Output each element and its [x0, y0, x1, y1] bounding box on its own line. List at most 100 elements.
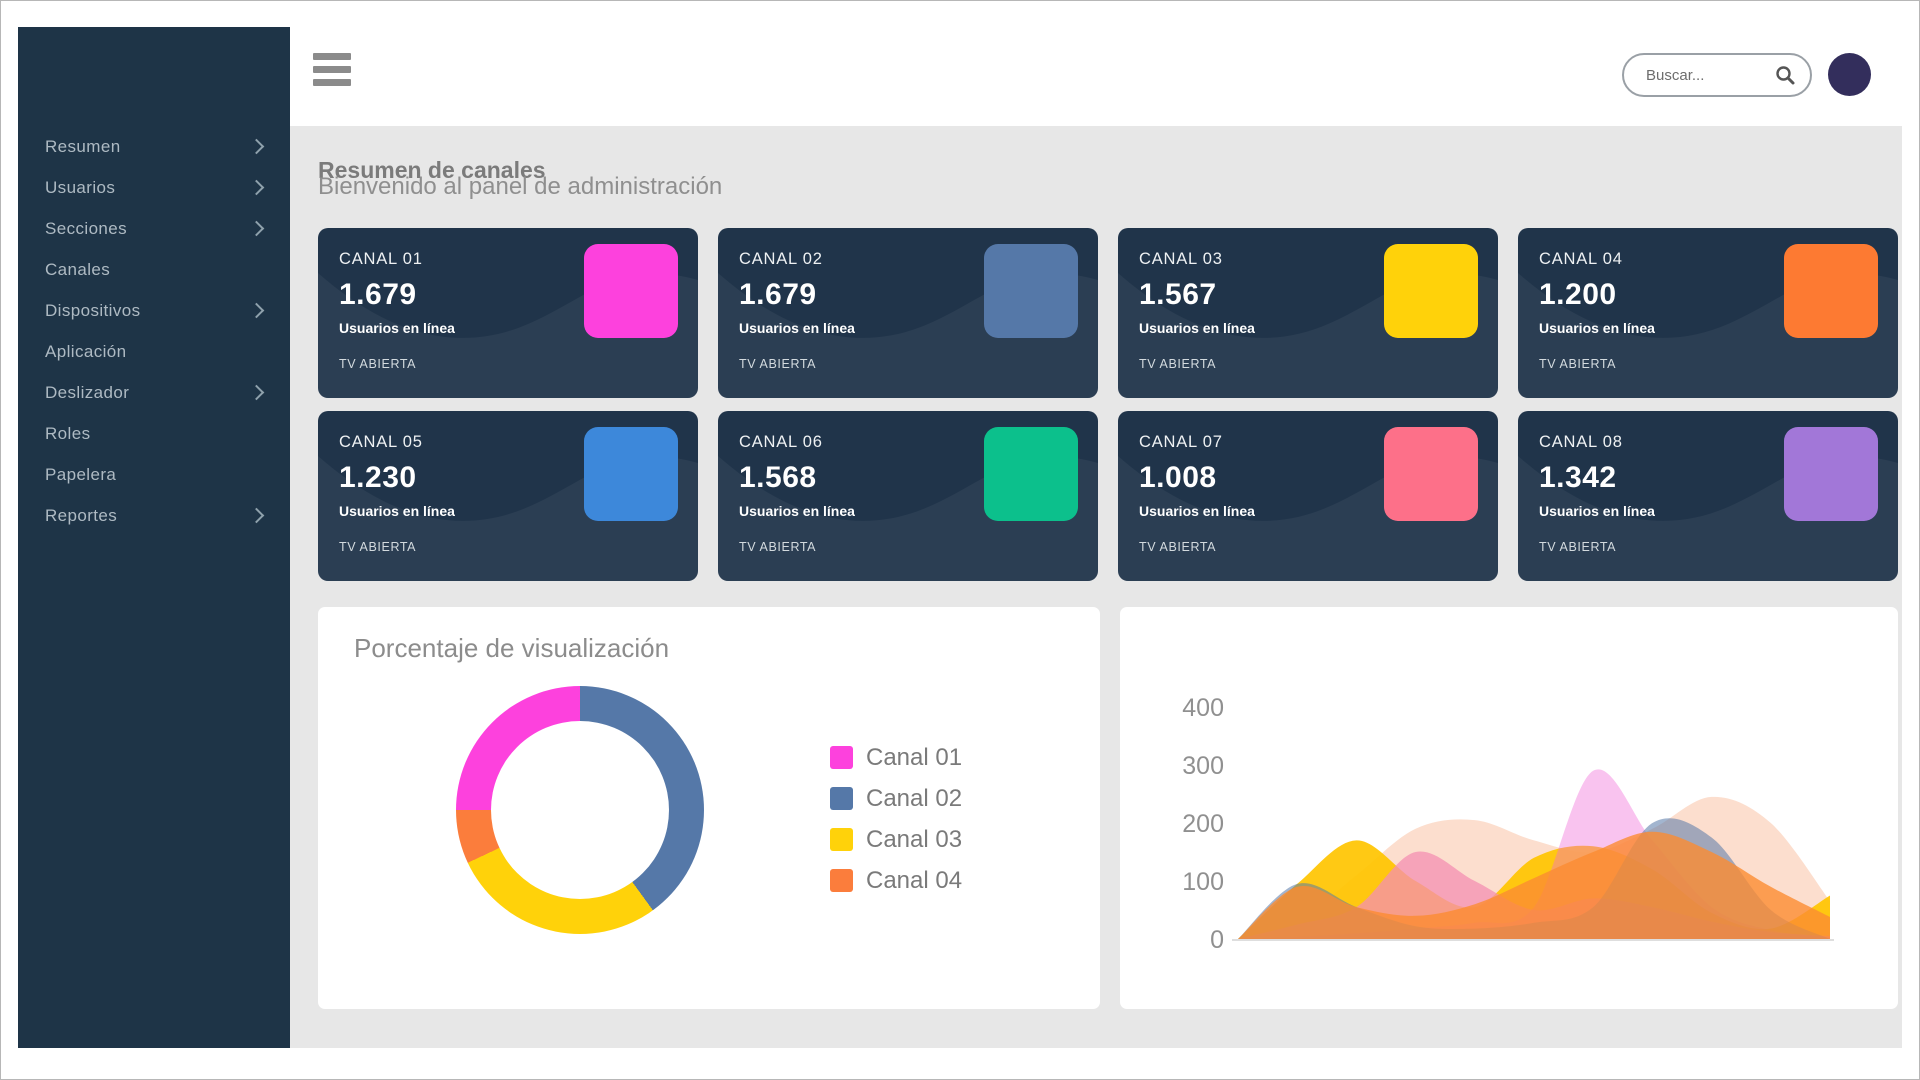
legend-label: Canal 03: [866, 825, 963, 853]
channel-online-count: 1.567: [1139, 278, 1217, 311]
sidebar-item-label: Dispositivos: [45, 300, 141, 320]
channel-card-canal-06: CANAL 06 1.568 Usuarios en línea TV ABIERTA: [718, 411, 1098, 581]
channel-color-swatch: [1384, 244, 1478, 338]
page-title: Resumen de canales: [318, 157, 546, 184]
legend-swatch: [830, 828, 853, 851]
main-content: Resumen de canales Bienvenido al panel d…: [290, 126, 1902, 1048]
hamburger-menu-icon[interactable]: [313, 53, 351, 92]
channel-tag: TV ABIERTA: [1139, 540, 1217, 554]
sidebar-item-deslizador[interactable]: Deslizador: [18, 372, 290, 413]
channel-color-swatch: [584, 244, 678, 338]
channel-name: CANAL 06: [739, 433, 823, 451]
channel-caption: Usuarios en línea: [739, 320, 855, 336]
sidebar-item-aplicacion[interactable]: Aplicación: [18, 331, 290, 372]
sidebar-item-papelera[interactable]: Papelera: [18, 454, 290, 495]
channel-tag: TV ABIERTA: [1539, 540, 1617, 554]
channel-name: CANAL 02: [739, 250, 823, 268]
y-axis-tick-label: 0: [1210, 926, 1224, 954]
channel-online-count: 1.568: [739, 461, 817, 494]
channel-online-count: 1.679: [739, 278, 817, 311]
channel-name: CANAL 05: [339, 433, 423, 451]
channel-name: CANAL 07: [1139, 433, 1223, 451]
legend-item-canal-04: Canal 04: [830, 860, 962, 901]
user-avatar[interactable]: [1828, 53, 1871, 96]
page-subtitle: Bienvenido al panel de administración: [318, 173, 723, 200]
search-box: [1622, 53, 1812, 97]
sidebar-item-reportes[interactable]: Reportes: [18, 495, 290, 536]
y-axis-tick-label: 400: [1182, 694, 1224, 722]
sidebar-item-label: Resumen: [45, 136, 121, 156]
area-chart: 0 100 200 300 400: [1182, 694, 1834, 954]
sidebar-item-label: Papelera: [45, 464, 117, 484]
channel-card-canal-04: CANAL 04 1.200 Usuarios en línea TV ABIERTA: [1518, 228, 1898, 398]
channel-caption: Usuarios en línea: [1539, 320, 1655, 336]
channel-caption: Usuarios en línea: [339, 320, 455, 336]
legend-swatch: [830, 787, 853, 810]
sidebar-item-resumen[interactable]: Resumen: [18, 126, 290, 167]
chevron-right-icon: [248, 384, 265, 401]
channel-card-canal-05: CANAL 05 1.230 Usuarios en línea TV ABIERTA: [318, 411, 698, 581]
sidebar-item-label: Aplicación: [45, 341, 127, 361]
sidebar-item-canales[interactable]: Canales: [18, 249, 290, 290]
sidebar-item-label: Usuarios: [45, 177, 116, 197]
sidebar-item-label: Deslizador: [45, 382, 130, 402]
channel-online-count: 1.008: [1139, 461, 1217, 494]
channel-tag: TV ABIERTA: [339, 357, 417, 371]
channel-tag: TV ABIERTA: [739, 540, 817, 554]
channel-cards-grid: CANAL 01 1.679 Usuarios en línea TV ABIERTA…: [318, 228, 1898, 581]
legend-label: Canal 02: [866, 784, 963, 812]
donut-panel: Porcentaje de visualización Canal 01 Cana…: [318, 607, 1100, 1009]
sidebar-menu: Resumen Usuarios Secciones Canales Dispositi…: [18, 27, 290, 536]
search-input[interactable]: [1644, 65, 1774, 85]
sidebar-item-label: Secciones: [45, 218, 128, 238]
channel-card-canal-03: CANAL 03 1.567 Usuarios en línea TV ABIERTA: [1118, 228, 1498, 398]
channel-color-swatch: [1784, 427, 1878, 521]
channel-caption: Usuarios en línea: [1139, 503, 1255, 519]
channel-color-swatch: [1784, 244, 1878, 338]
area-chart-panel: 0 100 200 300 400: [1120, 607, 1898, 1009]
legend-item-canal-02: Canal 02: [830, 778, 962, 819]
legend-item-canal-03: Canal 03: [830, 819, 962, 860]
donut-chart: [456, 686, 704, 934]
donut-hole: [491, 721, 669, 899]
channel-online-count: 1.342: [1539, 461, 1617, 494]
channel-online-count: 1.230: [339, 461, 417, 494]
sidebar-item-label: Roles: [45, 423, 91, 443]
sidebar-item-label: Reportes: [45, 505, 118, 525]
chevron-right-icon: [248, 507, 265, 524]
channel-tag: TV ABIERTA: [739, 357, 817, 371]
channel-caption: Usuarios en línea: [1139, 320, 1255, 336]
sidebar-item-roles[interactable]: Roles: [18, 413, 290, 454]
channel-caption: Usuarios en línea: [1539, 503, 1655, 519]
channel-tag: TV ABIERTA: [1539, 357, 1617, 371]
channel-online-count: 1.200: [1539, 278, 1617, 311]
legend-label: Canal 01: [866, 743, 963, 771]
channel-name: CANAL 03: [1139, 250, 1223, 268]
sidebar-item-secciones[interactable]: Secciones: [18, 208, 290, 249]
chevron-right-icon: [248, 138, 265, 155]
channel-online-count: 1.679: [339, 278, 417, 311]
legend-label: Canal 04: [866, 866, 963, 894]
sidebar-item-dispositivos[interactable]: Dispositivos: [18, 290, 290, 331]
channel-color-swatch: [584, 427, 678, 521]
channel-color-swatch: [984, 244, 1078, 338]
area-series-orange: [1238, 831, 1830, 939]
channel-card-canal-01: CANAL 01 1.679 Usuarios en línea TV ABIERTA: [318, 228, 698, 398]
donut-legend: Canal 01 Canal 02 Canal 03 Canal 04: [830, 737, 962, 901]
top-header: [290, 27, 1902, 126]
y-axis-tick-label: 300: [1182, 752, 1224, 780]
channel-color-swatch: [1384, 427, 1478, 521]
channel-name: CANAL 08: [1539, 433, 1623, 451]
channel-card-canal-08: CANAL 08 1.342 Usuarios en línea TV ABIERTA: [1518, 411, 1898, 581]
channel-color-swatch: [984, 427, 1078, 521]
legend-item-canal-01: Canal 01: [830, 737, 962, 778]
y-axis-tick-label: 200: [1182, 810, 1224, 838]
chevron-right-icon: [248, 179, 265, 196]
sidebar: Resumen Usuarios Secciones Canales Dispositi…: [18, 27, 290, 1048]
sidebar-item-usuarios[interactable]: Usuarios: [18, 167, 290, 208]
channel-caption: Usuarios en línea: [339, 503, 455, 519]
channel-tag: TV ABIERTA: [1139, 357, 1217, 371]
channel-card-canal-07: CANAL 07 1.008 Usuarios en línea TV ABIERTA: [1118, 411, 1498, 581]
channel-card-canal-02: CANAL 02 1.679 Usuarios en línea TV ABIERTA: [718, 228, 1098, 398]
search-icon[interactable]: [1774, 64, 1796, 86]
